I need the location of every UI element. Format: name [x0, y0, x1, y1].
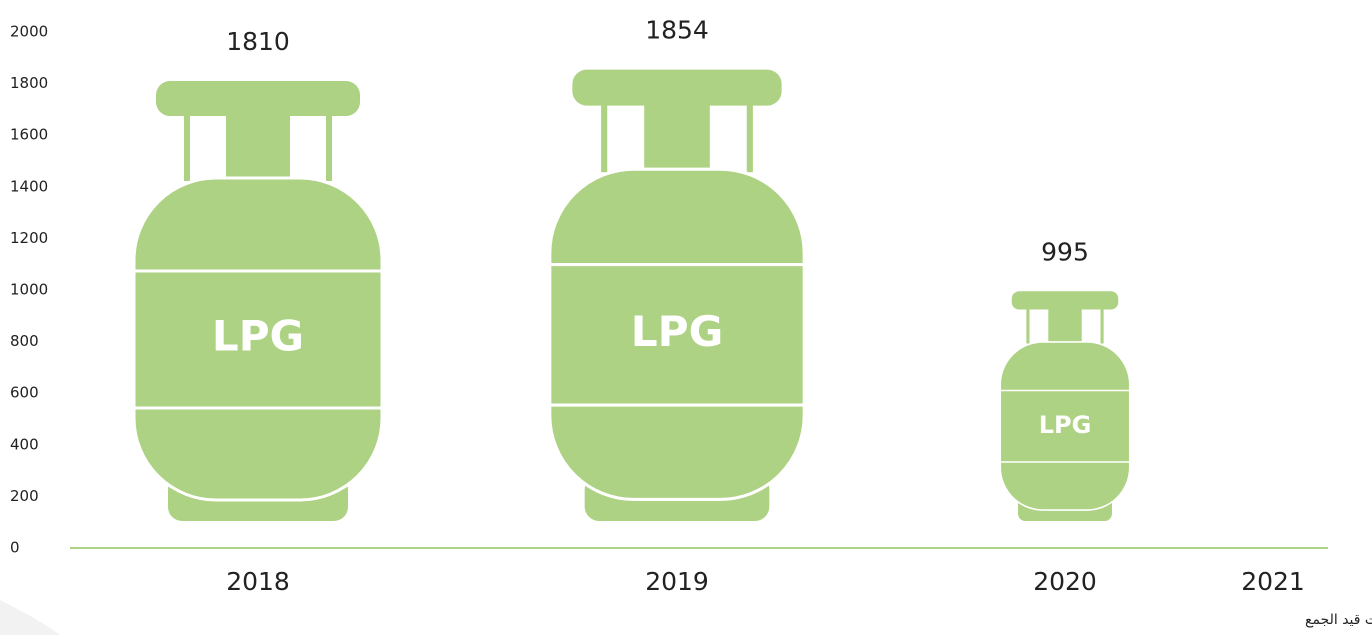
cylinder-rod [601, 100, 607, 172]
cylinder-neck [644, 100, 710, 172]
y-tick-label: 600 [10, 384, 39, 402]
x-tick-label: 2018 [226, 567, 290, 596]
value-label: 995 [1041, 237, 1089, 266]
cylinder-rod [1101, 307, 1104, 344]
y-tick-label: 400 [10, 435, 39, 453]
x-tick-label: 2020 [1033, 567, 1097, 596]
value-label: 1810 [226, 27, 290, 56]
y-tick-label: 0 [10, 539, 20, 557]
cylinder-neck [226, 111, 290, 181]
cylinder: LPG [134, 81, 382, 521]
y-tick-label: 200 [10, 487, 39, 505]
y-tick-label: 1600 [10, 126, 48, 144]
chart: البيانات قيد الجمع 0 200 400 600 800 1000 1200… [0, 0, 1372, 635]
y-tick-label: 1800 [10, 74, 48, 92]
cylinder: LPG [550, 70, 804, 521]
cylinder-rod [326, 111, 332, 181]
x-tick-label: 2019 [645, 567, 709, 596]
icon-label: LPG [212, 312, 304, 361]
decoration [0, 600, 60, 635]
cylinder-cap [156, 81, 360, 116]
cylinder-rod [747, 100, 753, 172]
icon-label: LPG [631, 307, 724, 356]
cylinder-cap [1012, 291, 1119, 309]
value-label: 1854 [645, 16, 709, 45]
y-tick-label: 1200 [10, 229, 48, 247]
x-tick-label: 2021 [1241, 567, 1305, 596]
y-tick-label: 800 [10, 332, 39, 350]
cylinder-rod [184, 111, 190, 181]
cylinder-rod [1026, 307, 1029, 344]
note: البيانات قيد الجمع [1305, 612, 1372, 628]
icon-label: LPG [1039, 411, 1092, 439]
cylinder-neck [1048, 307, 1081, 344]
cylinder-cap [572, 70, 781, 106]
y-tick-label: 2000 [10, 23, 48, 41]
y-tick-label: 1000 [10, 281, 48, 299]
cylinder: LPG [1000, 291, 1129, 521]
y-tick-label: 1400 [10, 177, 48, 195]
